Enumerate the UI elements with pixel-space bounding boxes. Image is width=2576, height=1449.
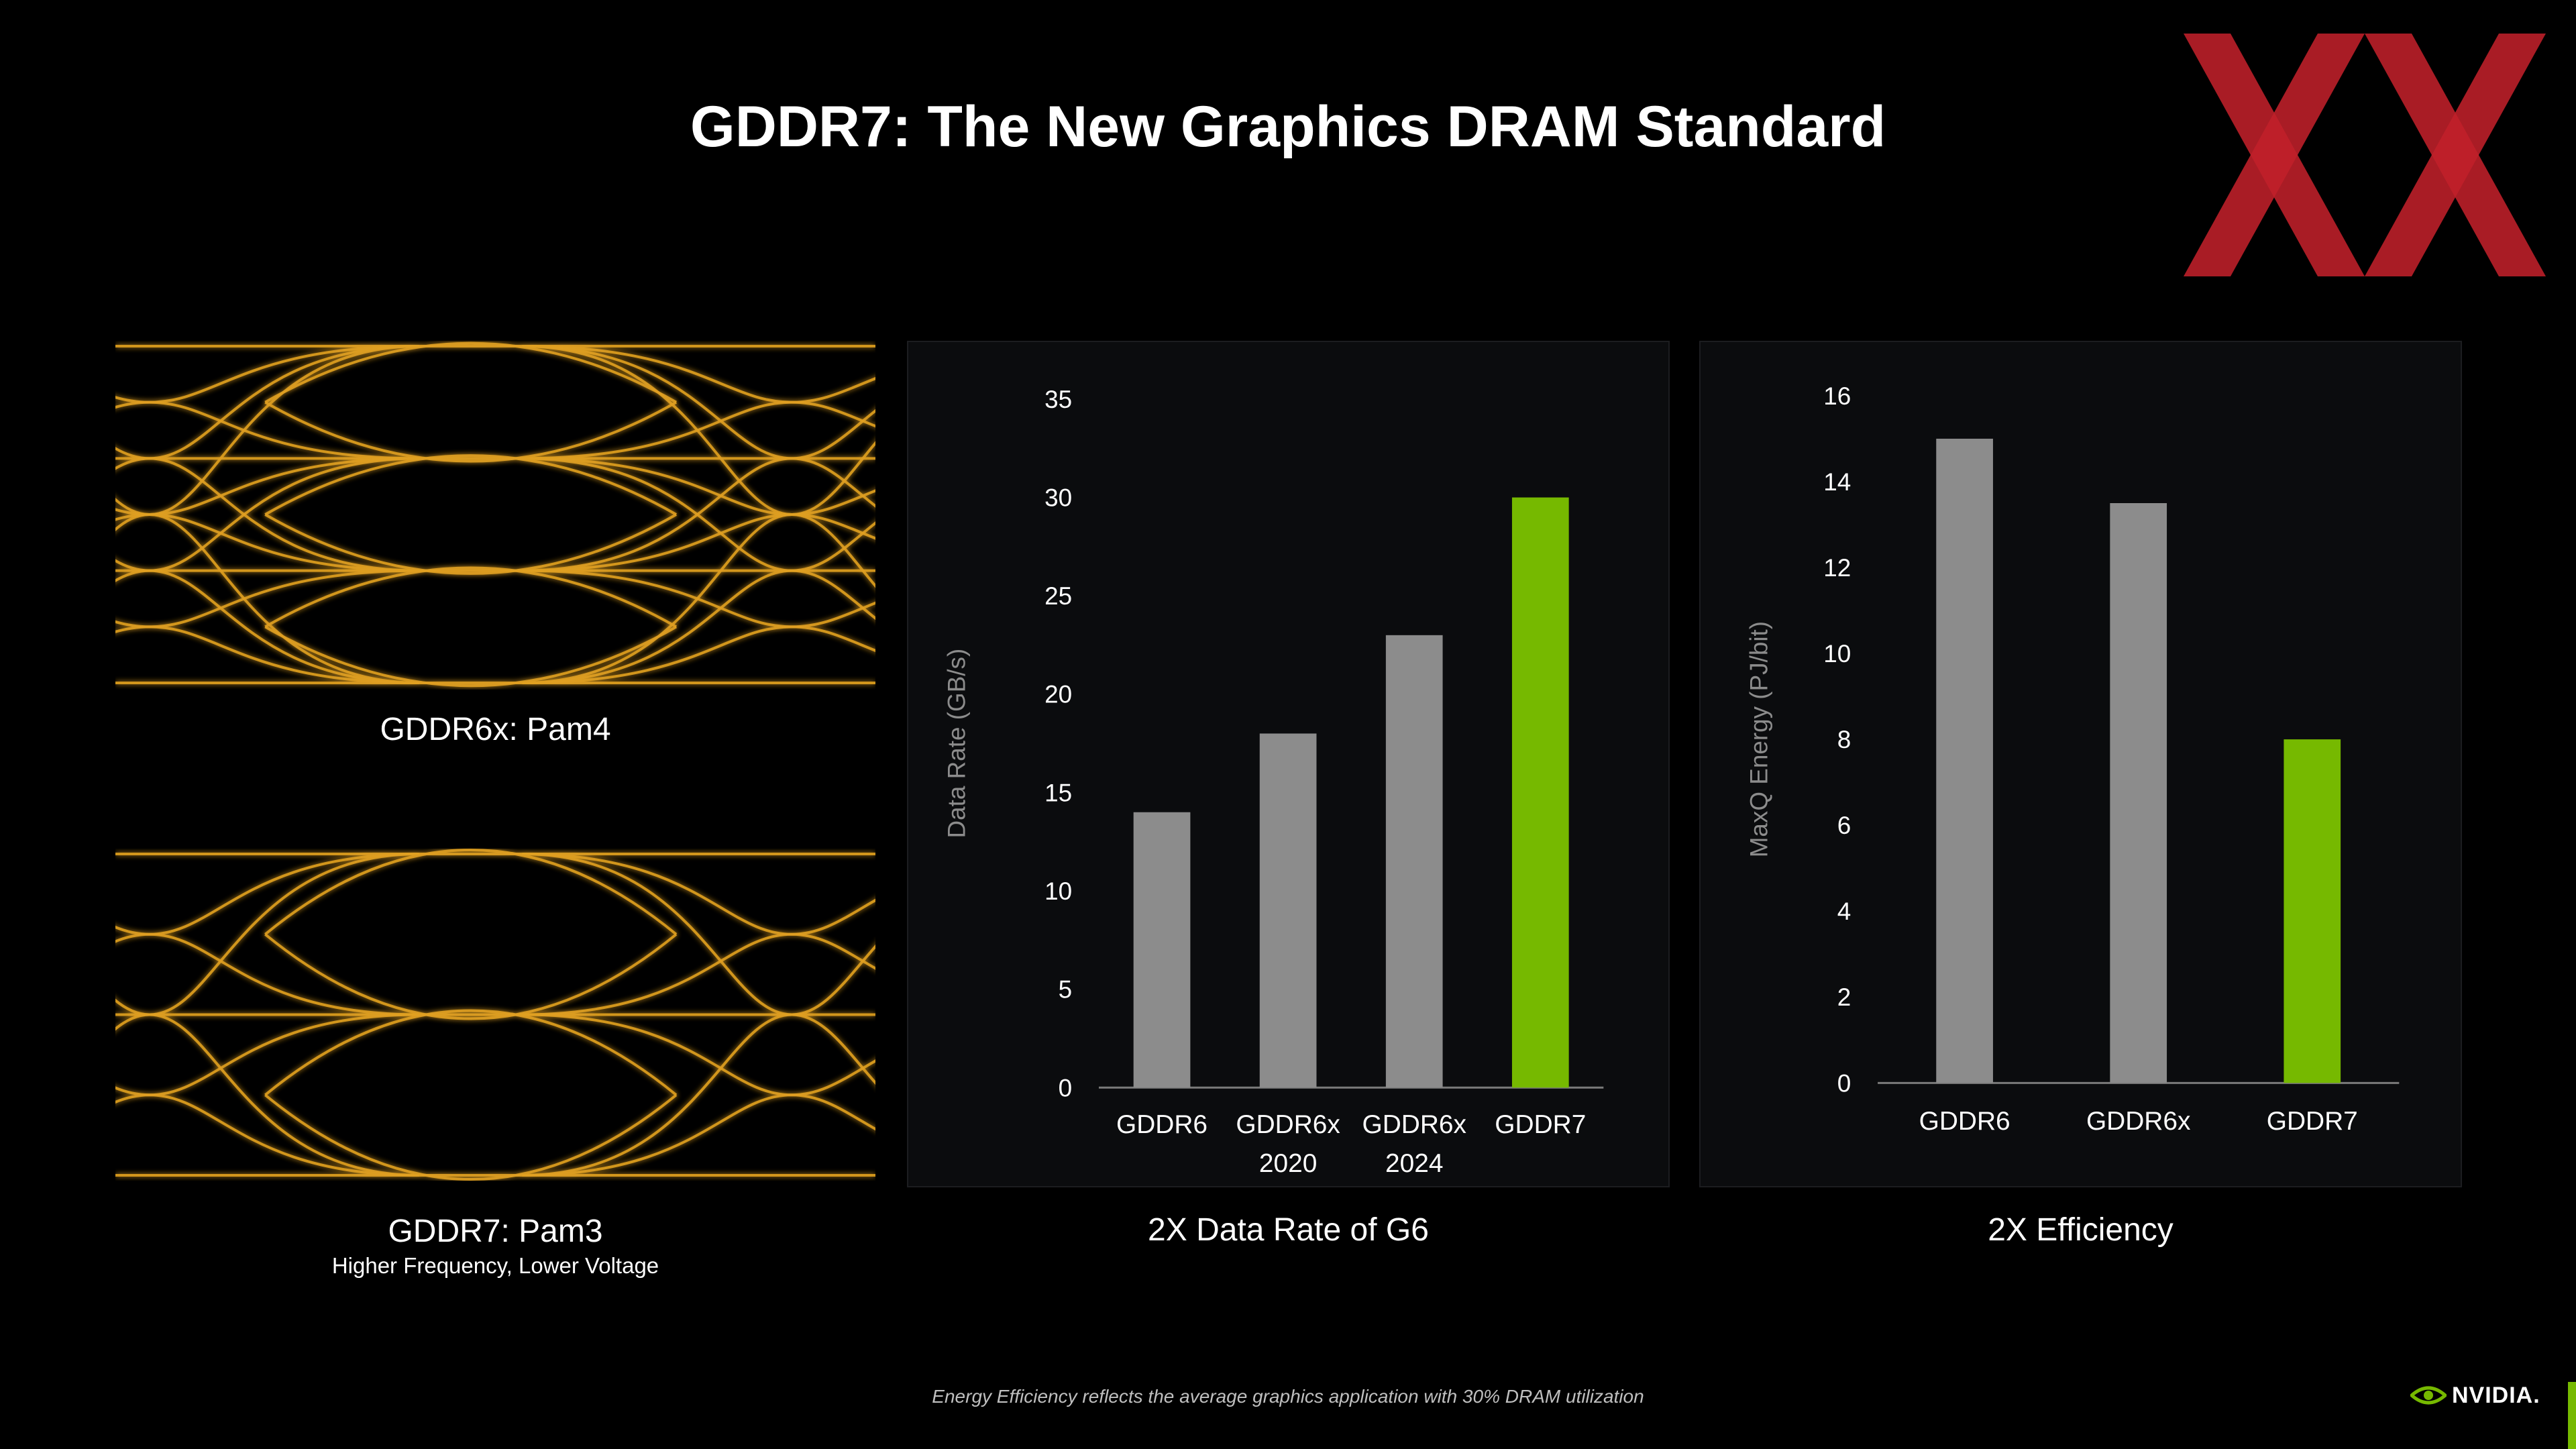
y-tick-label: 15: [1044, 779, 1072, 806]
x-category-label: GDDR6x: [2086, 1107, 2191, 1136]
eye-traces: [115, 341, 875, 688]
y-tick-label: 20: [1044, 681, 1072, 708]
bar-highlight: [2284, 739, 2341, 1083]
efficiency-chart: 0 2 4 6 8 10 12 14 16 GDDR6 GDDR6x GDDR7 MaxQ Energy…: [1746, 382, 2400, 1136]
x-category-label: GDDR7: [1495, 1110, 1586, 1139]
data-rate-chart-panel: 0 5 10 15 20 25 30 35 GDDR6 GDDR6x 2020 GDDR6x 2024 G…: [907, 341, 1670, 1187]
bar: [1936, 438, 1993, 1083]
y-tick-label: 10: [1823, 640, 1851, 667]
bar: [1385, 635, 1443, 1088]
y-tick-label: 30: [1044, 484, 1072, 512]
efficiency-chart-panel: 0 2 4 6 8 10 12 14 16 GDDR6 GDDR6x GDDR7 MaxQ Energy…: [1699, 341, 2462, 1187]
nvidia-wordmark: NVIDIA.: [2452, 1382, 2540, 1408]
bar-highlight: [1511, 497, 1569, 1088]
y-tick-label: 5: [1059, 976, 1073, 1004]
x-category-label: 2024: [1385, 1149, 1443, 1178]
y-tick-label: 14: [1823, 468, 1851, 496]
x-category-label: GDDR6: [1116, 1110, 1208, 1139]
eye-subcaption-pam3: Higher Frequency, Lower Voltage: [331, 1253, 659, 1278]
y-tick-label: 35: [1044, 386, 1072, 413]
bar: [1133, 812, 1191, 1088]
nvidia-logo: NVIDIA.: [2410, 1379, 2540, 1412]
efficiency-chart-title: 2X Efficiency: [1988, 1212, 2174, 1248]
eye-caption-pam4: GDDR6x: Pam4: [380, 712, 611, 747]
x-category-label: 2020: [1259, 1149, 1317, 1178]
x-category-label: GDDR6x: [1362, 1110, 1466, 1139]
eye-diagram-pam4: [115, 341, 875, 690]
x-category-label: GDDR6: [1919, 1107, 2010, 1136]
y-tick-label: 0: [1059, 1074, 1073, 1102]
x-category-label: GDDR7: [2267, 1107, 2358, 1136]
y-tick-label: 6: [1837, 812, 1851, 839]
green-accent-bar: [2568, 1382, 2576, 1449]
y-tick-label: 16: [1823, 382, 1851, 410]
y-tick-label: 8: [1837, 726, 1851, 753]
y-axis-label: MaxQ Energy (PJ/bit): [1746, 621, 1773, 857]
y-tick-label: 25: [1044, 582, 1072, 610]
bar: [1259, 733, 1317, 1088]
nvidia-eye-icon: [2410, 1386, 2447, 1405]
y-tick-label: 12: [1823, 554, 1851, 582]
eye-caption-pam3: GDDR7: Pam3: [388, 1214, 603, 1249]
x-category-label: GDDR6x: [1236, 1110, 1340, 1139]
y-tick-label: 2: [1837, 983, 1851, 1011]
y-tick-label: 10: [1044, 877, 1072, 905]
y-tick-label: 4: [1837, 898, 1851, 925]
y-axis-label: Data Rate (GB/s): [943, 649, 971, 839]
footnote: Energy Efficiency reflects the average g…: [932, 1386, 1644, 1407]
xx-logo-icon: [2184, 34, 2546, 276]
eye-diagram-pam3: [115, 849, 875, 1181]
y-tick-label: 0: [1837, 1069, 1851, 1097]
bar: [2110, 502, 2167, 1083]
slide-title: GDDR7: The New Graphics DRAM Standard: [690, 95, 1886, 159]
data-rate-chart-title: 2X Data Rate of G6: [1148, 1212, 1429, 1248]
data-rate-chart: 0 5 10 15 20 25 30 35 GDDR6 GDDR6x 2020 GDDR6x 2024 G…: [943, 386, 1604, 1178]
eye-traces: [115, 849, 875, 1181]
